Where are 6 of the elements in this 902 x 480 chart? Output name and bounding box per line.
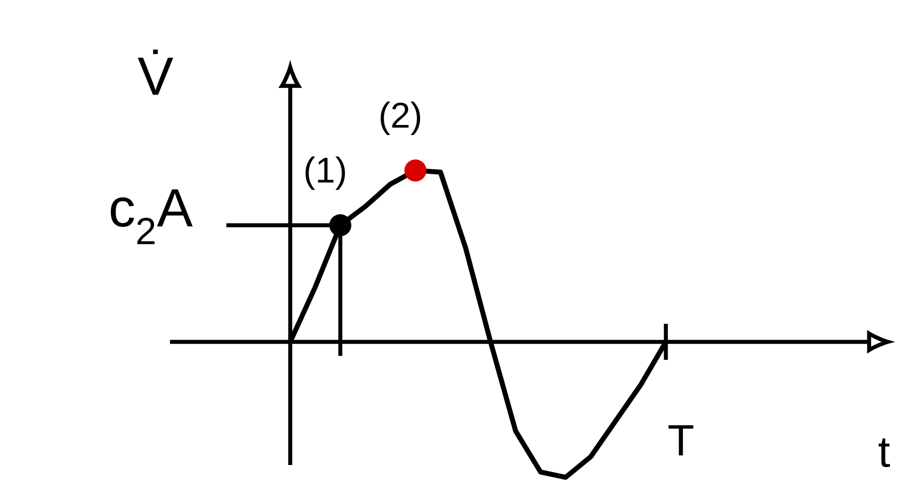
ref-line-label: c$_{2}$A xyxy=(110,189,193,244)
x-axis-title: t xyxy=(878,438,890,468)
annotation: (2) xyxy=(380,102,420,136)
annotation: T xyxy=(668,425,694,456)
annotation: (1) xyxy=(306,156,345,190)
y-axis-title: V̇ xyxy=(138,50,174,95)
